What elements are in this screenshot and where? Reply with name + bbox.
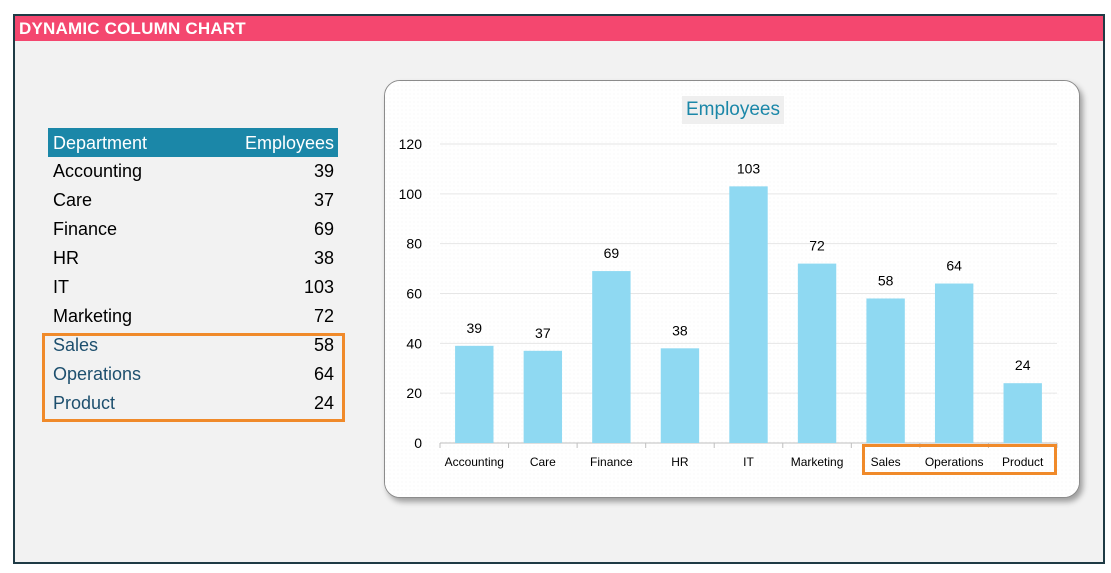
row-department: HR (53, 248, 79, 268)
table-row: IT 103 (48, 273, 338, 302)
x-tick-label: Care (530, 455, 556, 469)
row-employees: 103 (303, 277, 334, 297)
table-header-row: Department Employees (48, 128, 338, 157)
row-employees: 37 (313, 190, 334, 210)
row-department: Accounting (53, 161, 143, 181)
row-employees: 72 (313, 306, 334, 326)
chart-card[interactable]: 0 20 40 60 80 100 120 39 Accounting 37 Care 69 Finan… (384, 80, 1080, 498)
row-employees: 58 (313, 335, 334, 355)
row-department: IT (53, 277, 69, 297)
table-row: Operations 64 (48, 360, 338, 389)
data-label: 69 (604, 245, 620, 261)
y-tick-label: 100 (399, 186, 423, 202)
row-department: Marketing (53, 306, 133, 326)
x-tick-label: Finance (590, 455, 633, 469)
department-table: Department Employees Accounting 39 Care 37… (48, 128, 338, 418)
x-tick-label: HR (671, 455, 689, 469)
x-tick-label: Accounting (445, 455, 504, 469)
bar-hr (660, 348, 700, 443)
data-label: 58 (878, 272, 894, 288)
row-employees: 64 (313, 364, 334, 384)
bar-marketing (797, 263, 837, 443)
table-row: Sales 58 (48, 331, 338, 360)
y-tick-label: 40 (406, 335, 422, 351)
data-label: 38 (672, 322, 688, 338)
row-department: Product (53, 393, 116, 413)
y-tick-label: 120 (399, 136, 423, 152)
y-tick-label: 60 (406, 286, 422, 302)
data-label: 72 (809, 238, 825, 254)
bar-finance (592, 271, 631, 443)
row-department: Sales (53, 335, 99, 355)
x-tick-label: Sales (871, 455, 901, 469)
bar-product (1003, 383, 1042, 443)
banner-title: DYNAMIC COLUMN CHART (15, 16, 1103, 41)
row-employees: 69 (313, 219, 334, 239)
y-tick-label: 0 (414, 435, 422, 451)
row-employees: 24 (313, 393, 334, 413)
x-tick-label: IT (743, 455, 754, 469)
row-employees: 38 (313, 248, 334, 268)
table-row: Marketing 72 (48, 302, 338, 331)
y-tick-label: 80 (406, 236, 422, 252)
data-label: 39 (466, 320, 482, 336)
table-row: Finance 69 (48, 215, 338, 244)
data-label: 37 (535, 325, 551, 341)
y-tick-label: 20 (406, 385, 422, 401)
bar-sales (866, 298, 905, 443)
table-row: HR 38 (48, 244, 338, 273)
x-tick-label: Operations (925, 455, 984, 469)
bar-care (523, 350, 563, 443)
bar-operations (934, 283, 974, 443)
data-label: 24 (1015, 357, 1031, 373)
dashboard-frame: DYNAMIC COLUMN CHART Department Employee… (13, 14, 1105, 564)
table-row: Care 37 (48, 186, 338, 215)
row-department: Care (53, 190, 93, 210)
chart-title: Employees (682, 96, 784, 124)
header-department: Department (53, 133, 148, 153)
table-row: Accounting 39 (48, 157, 338, 186)
x-tick-label: Marketing (791, 455, 844, 469)
table-row: Product 24 (48, 389, 338, 418)
data-label: 103 (737, 160, 761, 176)
bar-it (729, 186, 768, 443)
row-department: Operations (53, 364, 142, 384)
data-label: 64 (946, 258, 962, 274)
row-employees: 39 (313, 161, 334, 181)
bar-accounting (455, 345, 494, 443)
row-department: Finance (53, 219, 118, 239)
x-tick-label: Product (1002, 455, 1044, 469)
column-chart: 0 20 40 60 80 100 120 39 Accounting 37 Care 69 Finan… (385, 81, 1079, 497)
header-employees: Employees (244, 133, 334, 153)
